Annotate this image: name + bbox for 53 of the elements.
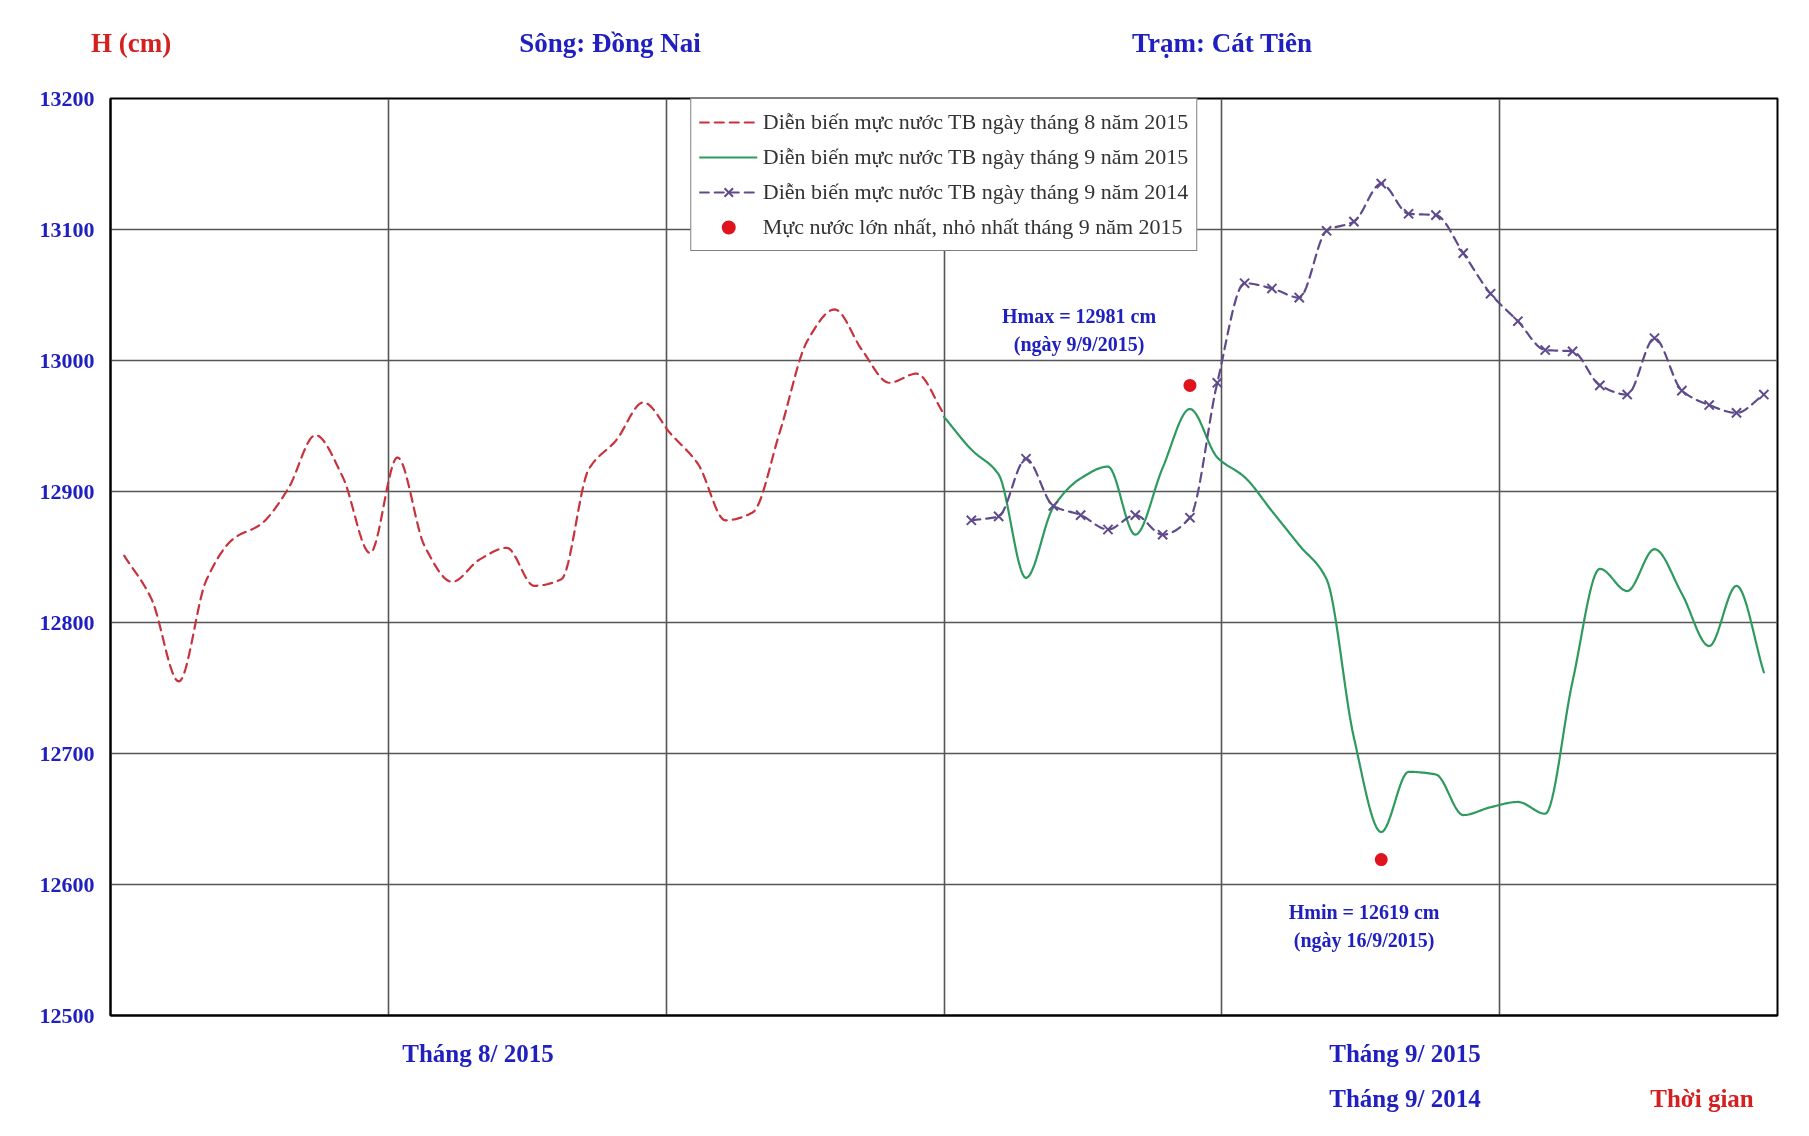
point bbox=[1730, 407, 1743, 419]
point bbox=[1047, 500, 1059, 512]
text: Tháng 9/ 2015 bbox=[1329, 1039, 1481, 1069]
point bbox=[1430, 209, 1442, 221]
point bbox=[1075, 509, 1087, 521]
point bbox=[993, 510, 1005, 522]
legend-label: Mực nước lớn nhất, nhỏ nhất tháng 9 năm 2015 bbox=[762, 214, 1183, 240]
y-tick-label: 13100 bbox=[39, 216, 95, 242]
point bbox=[1184, 512, 1196, 524]
point bbox=[1676, 385, 1688, 397]
point bbox=[1594, 379, 1606, 391]
point bbox=[1703, 399, 1715, 411]
chart-title: Sông: Đồng Nai bbox=[519, 26, 701, 60]
text: Tháng 9/ 2014 bbox=[1329, 1084, 1481, 1114]
y-tick-label: 12600 bbox=[39, 871, 95, 897]
y-axis-title: H (cm) bbox=[91, 26, 172, 60]
point bbox=[1102, 523, 1114, 536]
point bbox=[1758, 388, 1770, 401]
point bbox=[1539, 344, 1551, 356]
point bbox=[1211, 377, 1223, 389]
point bbox=[1129, 509, 1141, 521]
text: Tháng 8/ 2015 bbox=[402, 1039, 554, 1069]
point bbox=[1293, 292, 1305, 304]
point bbox=[1457, 247, 1469, 259]
point bbox=[1020, 453, 1032, 465]
point bbox=[1621, 388, 1633, 401]
point bbox=[965, 514, 977, 526]
point bbox=[1320, 225, 1333, 237]
point bbox=[1374, 853, 1388, 867]
x-axis-title: Thời gian bbox=[1650, 1084, 1754, 1114]
legend-label: Diễn biến mực nước TB ngày tháng 9 năm 2014 bbox=[762, 179, 1189, 205]
y-tick-label: 13000 bbox=[39, 347, 95, 373]
legend-label: Diễn biến mực nước TB ngày tháng 9 năm 2015 bbox=[762, 144, 1189, 170]
y-tick-label: 12500 bbox=[39, 1002, 95, 1028]
point bbox=[1375, 178, 1387, 190]
chart-subtitle: Trạm: Cát Tiên bbox=[1132, 26, 1312, 60]
point bbox=[1266, 282, 1278, 295]
annotation: Hmax = 12981 cm (ngày 9/9/2015) bbox=[1001, 304, 1157, 356]
point bbox=[1512, 315, 1524, 327]
point bbox=[1566, 345, 1579, 357]
point bbox=[1239, 277, 1251, 289]
y-tick-label: 12700 bbox=[39, 740, 95, 766]
point bbox=[1157, 529, 1169, 541]
point bbox=[1648, 332, 1661, 344]
annotation: Hmin = 12619 cm (ngày 16/9/2015) bbox=[1288, 900, 1440, 952]
point bbox=[1183, 378, 1197, 392]
point bbox=[1402, 208, 1415, 220]
y-tick-label: 13200 bbox=[39, 85, 95, 111]
point bbox=[1484, 288, 1497, 300]
legend-label: Diễn biến mực nước TB ngày tháng 8 năm 2015 bbox=[762, 109, 1189, 135]
y-tick-label: 12900 bbox=[39, 478, 95, 504]
y-tick-label: 12800 bbox=[39, 609, 95, 635]
point bbox=[1348, 216, 1360, 228]
